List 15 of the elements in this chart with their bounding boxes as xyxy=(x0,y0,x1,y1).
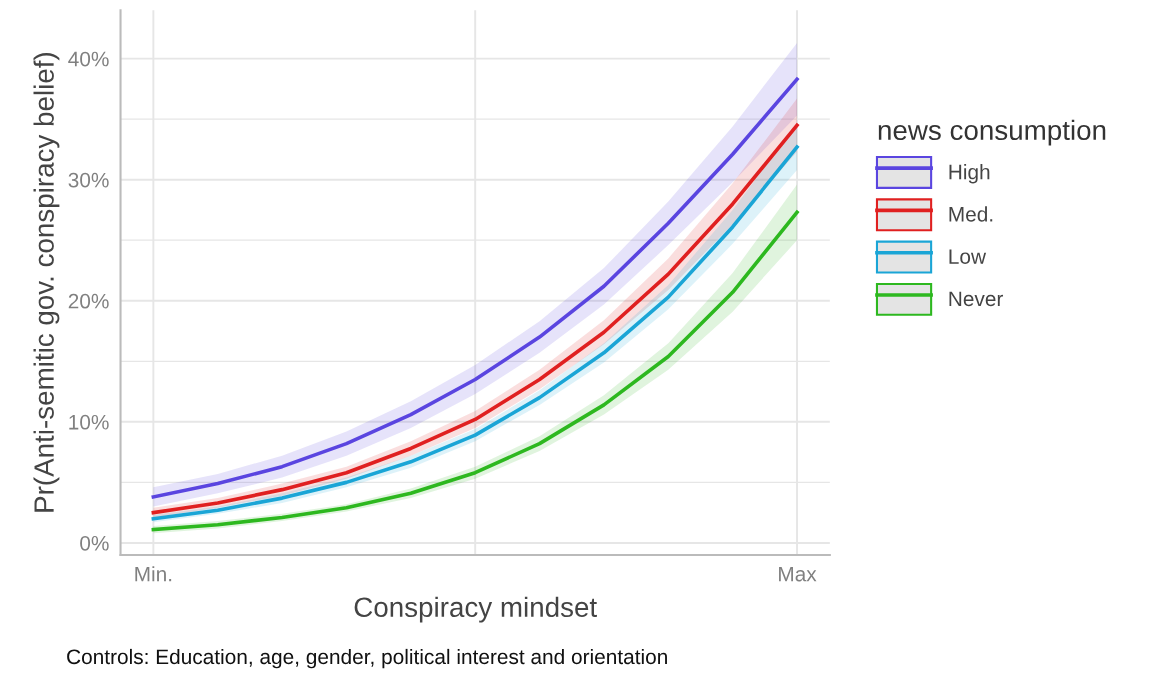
x-tick-label: Min. xyxy=(135,566,172,582)
y-tick-label: 30% xyxy=(68,172,109,188)
y-tick-label: 10% xyxy=(69,414,109,430)
y-tick-label: 40% xyxy=(68,51,109,67)
legend-label: Never xyxy=(949,291,1004,307)
y-axis-title: Pr(Anti-semitic gov. conspiracy belief) xyxy=(33,53,60,512)
legend-label: Low xyxy=(949,249,987,264)
y-tick-label: 0% xyxy=(80,535,109,551)
x-axis-title: Conspiracy mindset xyxy=(354,596,597,623)
legend-title: news consumption xyxy=(878,119,1106,146)
x-tick-label: Max xyxy=(779,566,817,582)
legend-label: High xyxy=(949,164,990,184)
legend-label: Med. xyxy=(949,206,993,222)
y-tick-label: 20% xyxy=(68,293,109,309)
text: Controls: Education, age, gender, political interest and orientation xyxy=(67,648,667,669)
